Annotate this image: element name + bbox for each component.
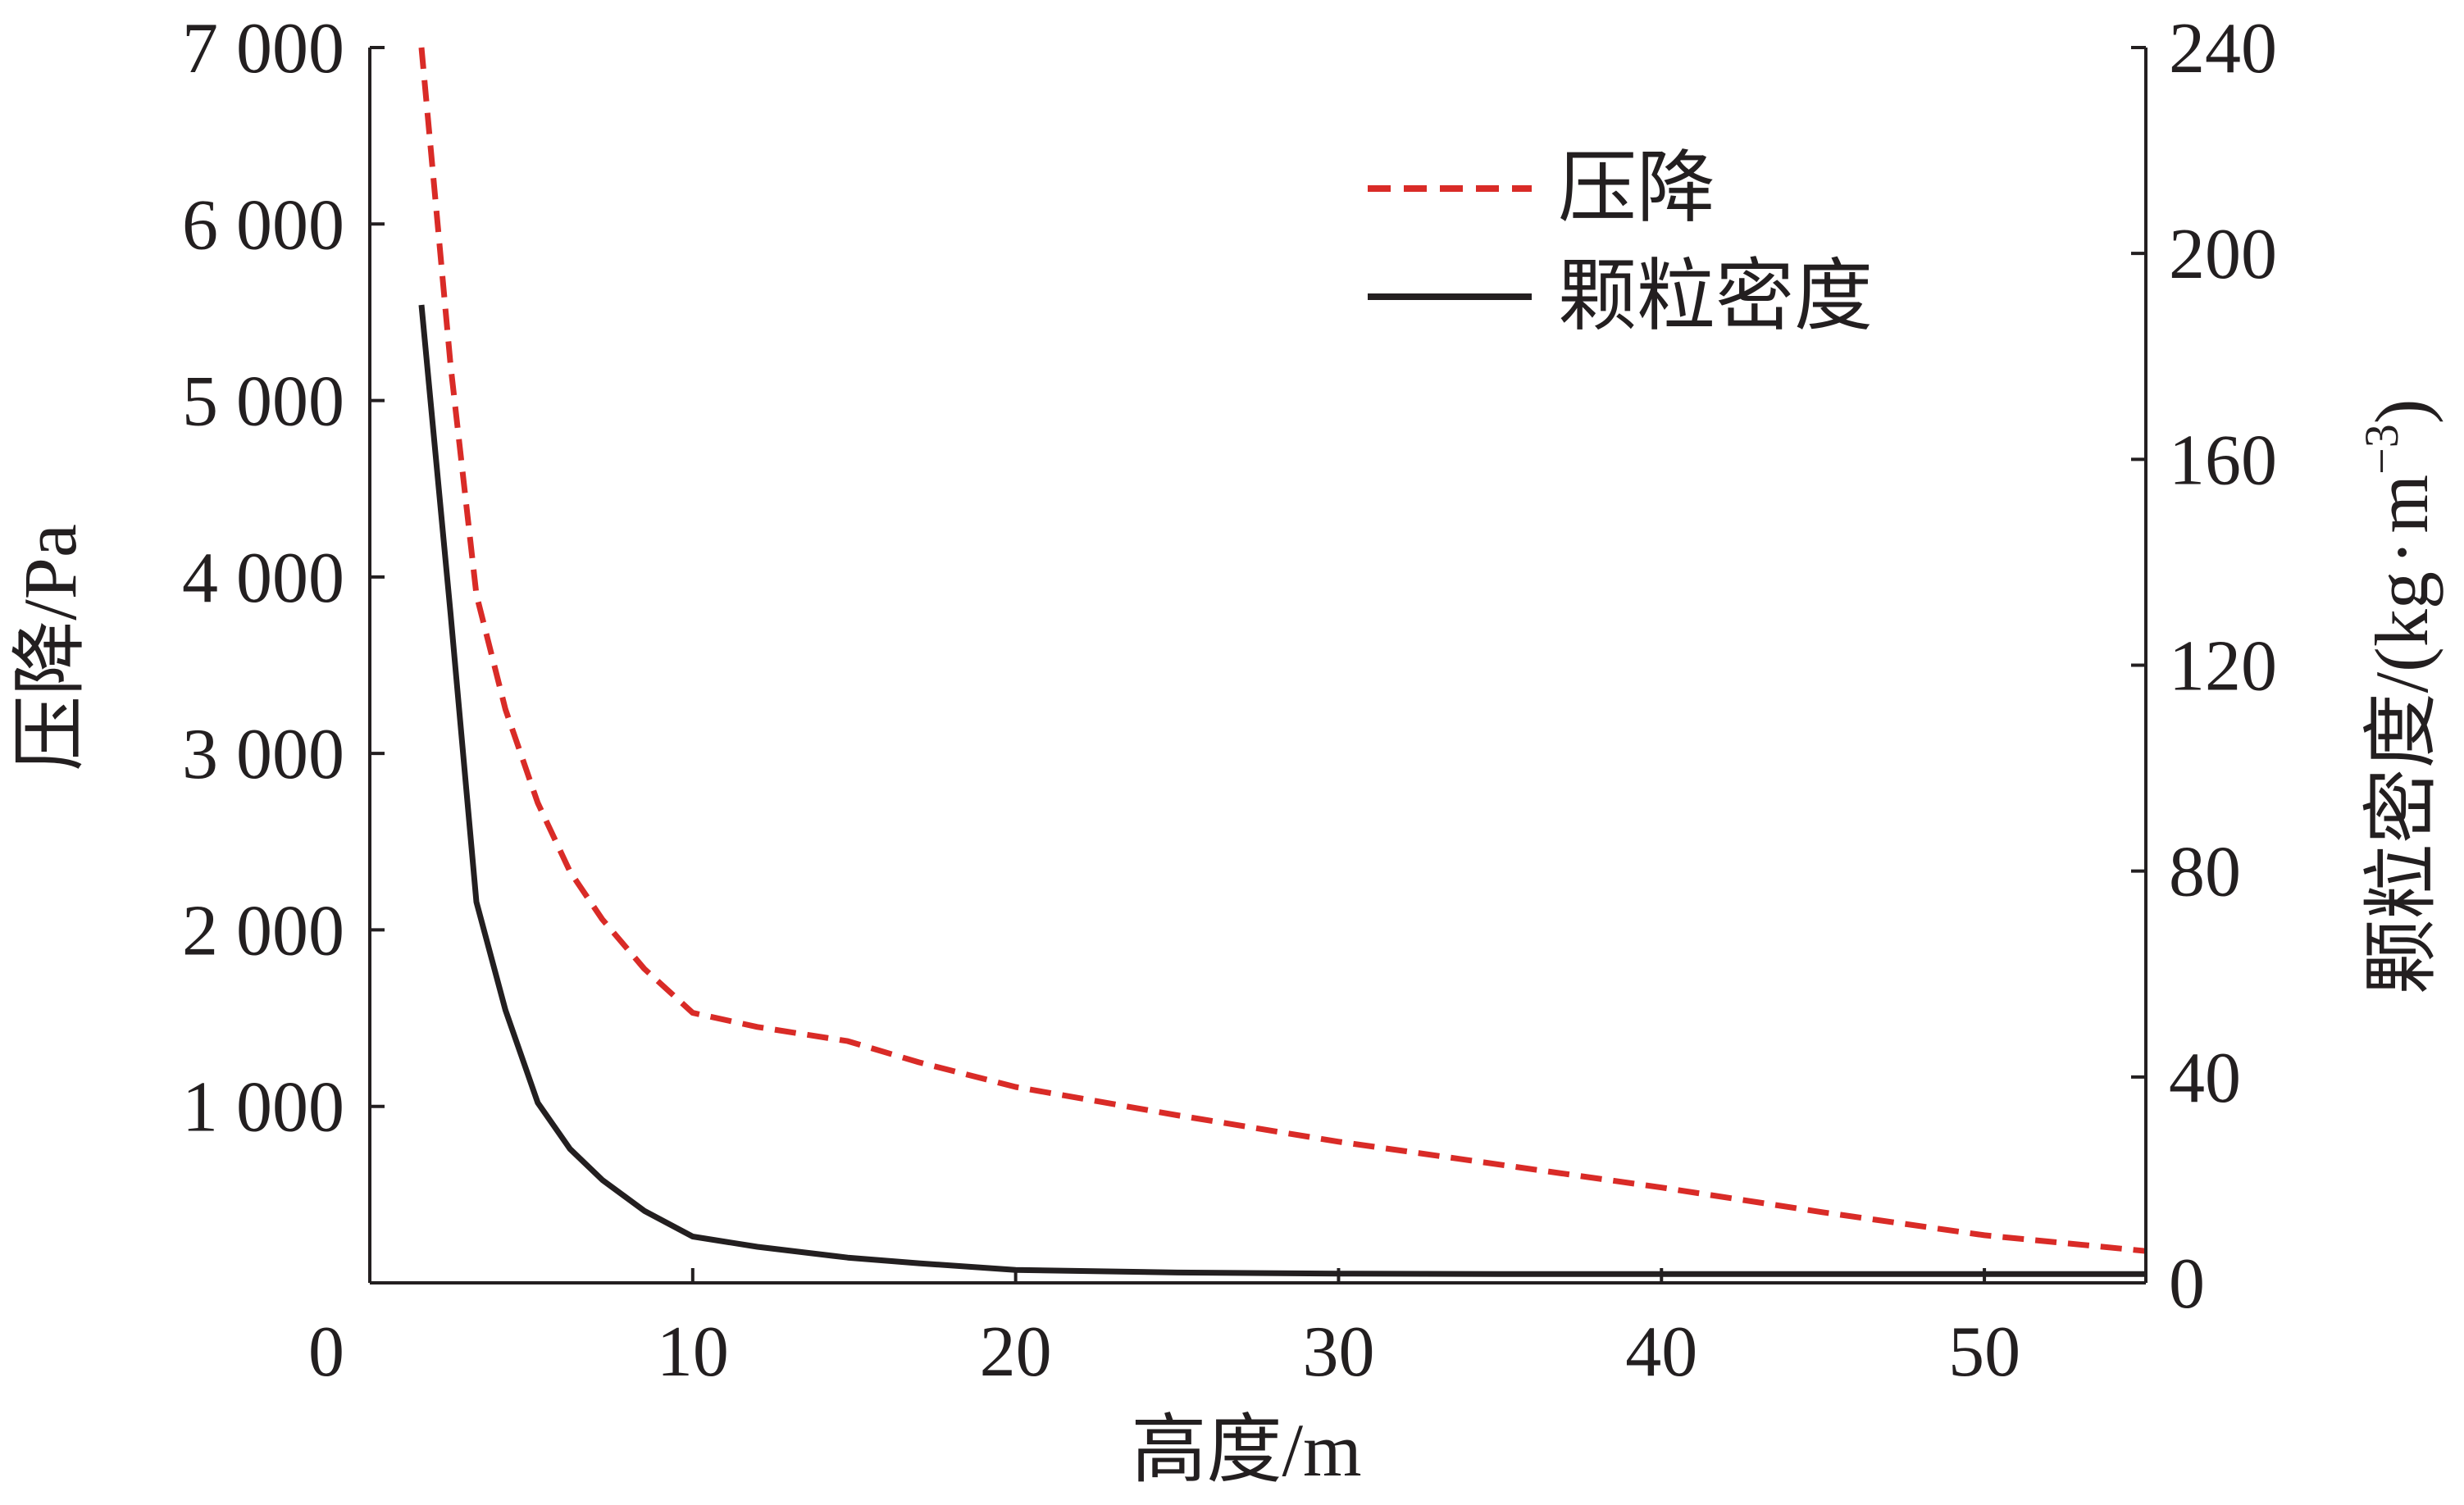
x-tick-label: 0 <box>308 1312 344 1392</box>
x-tick-label: 30 <box>1302 1312 1374 1392</box>
pressure-line <box>418 47 2147 1254</box>
ticks-layer: 0 10 20 30 40 50 1 000 2 000 3 000 4 000 5 000 6 00… <box>182 9 2277 1392</box>
right-axis-title-dot: · <box>2360 540 2444 566</box>
legend: 压降 颗粒密度 <box>1368 144 1873 340</box>
right-axis-title-exponent: −3 <box>2355 424 2408 475</box>
y-right-tick-label: 240 <box>2169 9 2277 89</box>
legend-density-label: 颗粒密度 <box>1558 252 1873 340</box>
y-left-tick-label: 6 000 <box>182 185 344 265</box>
y-right-tick-label: 120 <box>2169 627 2277 707</box>
y-left-tick-label: 5 000 <box>182 362 344 442</box>
right-axis-title-main: 颗粒密度/(kg <box>2360 571 2444 994</box>
density-line <box>418 304 2146 1277</box>
y-left-tick-label: 3 000 <box>182 715 344 794</box>
right-axis-title: 颗粒密度/(kg · m−3) <box>2355 399 2444 995</box>
y-left-tick-label: 2 000 <box>182 891 344 971</box>
x-axis-title: 高度/m <box>1131 1408 1361 1492</box>
left-axis-title: 压降/Pa <box>8 524 92 771</box>
x-tick-label: 20 <box>980 1312 1052 1392</box>
y-left-tick-label: 1 000 <box>182 1068 344 1148</box>
x-tick-label: 10 <box>657 1312 729 1392</box>
y-right-tick-label: 40 <box>2169 1039 2241 1118</box>
y-right-tick-label: 160 <box>2169 421 2277 500</box>
y-right-tick-label: 200 <box>2169 215 2277 294</box>
x-tick-label: 50 <box>1948 1312 2020 1392</box>
y-right-tick-label: 0 <box>2169 1244 2205 1324</box>
axes-layer <box>368 48 2147 1284</box>
y-right-tick-label: 80 <box>2169 833 2241 912</box>
right-axis-title-unit: m <box>2360 475 2444 534</box>
series-layer <box>418 47 2147 1277</box>
x-tick-label: 40 <box>1625 1312 1697 1392</box>
right-axis-title-close: ) <box>2360 399 2444 425</box>
y-left-tick-label: 4 000 <box>182 539 344 618</box>
y-left-tick-label: 7 000 <box>182 9 344 89</box>
legend-pressure-label: 压降 <box>1558 144 1715 232</box>
